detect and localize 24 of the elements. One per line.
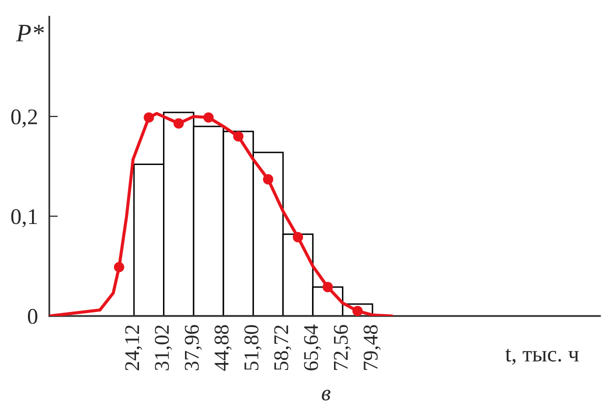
line-series (49, 112, 394, 316)
x-tick-label: 72,56 (334, 324, 351, 370)
point (292, 232, 304, 242)
x-tick-label: 44,88 (214, 325, 232, 371)
y-tick-label: 0 (28, 308, 38, 324)
point (233, 131, 244, 142)
point (262, 174, 274, 184)
y-axis-title: P* (16, 24, 44, 42)
point (144, 112, 154, 123)
x-tick-label: 31,02 (154, 325, 172, 370)
y-tick-label: 0,2 (11, 109, 37, 128)
point (114, 262, 124, 272)
x-axis-title: t, тыс. ч (505, 348, 579, 365)
point (322, 282, 333, 292)
text: в (322, 390, 330, 400)
y-tick-label: 0,1 (11, 209, 37, 228)
x-tick-label: 58,72 (274, 325, 292, 370)
x-tick-label: 65,64 (304, 324, 322, 370)
point (203, 112, 214, 123)
x-tick-label: 37,96 (184, 324, 202, 370)
x-tick-label: 79,48 (364, 325, 381, 370)
x-tick-label: 24,12 (125, 325, 142, 370)
point (174, 118, 184, 129)
x-tick-label: 51,80 (244, 325, 262, 370)
